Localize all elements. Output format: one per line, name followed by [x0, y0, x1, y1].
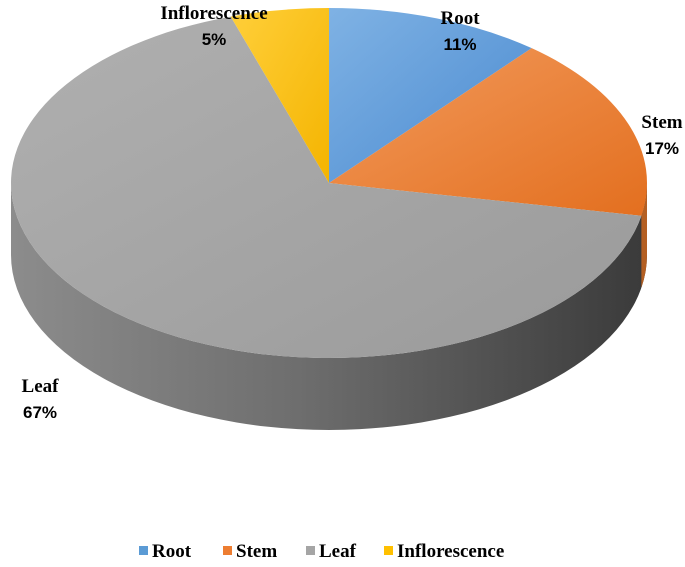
pie-slice-inflorescence — [230, 8, 329, 183]
data-label-name-root: Root — [440, 8, 480, 29]
legend-item-inflorescence: Inflorescence — [384, 541, 504, 562]
legend-label-inflorescence: Inflorescence — [397, 541, 504, 562]
pie-slice-root — [329, 8, 532, 183]
pie-side-wall — [11, 183, 647, 430]
legend-item-leaf: Leaf — [306, 541, 357, 562]
pie-slice-stem — [329, 48, 648, 216]
legend-swatch-root — [139, 546, 148, 555]
data-label-value-root: 11% — [443, 35, 476, 54]
legend-label-leaf: Leaf — [319, 541, 357, 562]
legend-swatch-leaf — [306, 546, 315, 555]
pie-slice-leaf — [11, 16, 642, 359]
legend-swatch-stem — [223, 546, 232, 555]
data-label-value-inflorescence: 5% — [202, 30, 227, 49]
data-label-value-stem: 17% — [645, 139, 679, 158]
pie-side-stem — [641, 183, 647, 288]
legend-label-root: Root — [152, 541, 192, 562]
legend-label-stem: Stem — [236, 541, 277, 562]
data-label-value-leaf: 67% — [23, 403, 57, 422]
legend-item-stem: Stem — [223, 541, 277, 562]
data-label-name-leaf: Leaf — [22, 376, 60, 397]
data-label-name-stem: Stem — [641, 112, 682, 133]
legend-swatch-inflorescence — [384, 546, 393, 555]
data-label-name-inflorescence: Inflorescence — [160, 3, 267, 24]
legend-item-root: Root — [139, 541, 192, 562]
